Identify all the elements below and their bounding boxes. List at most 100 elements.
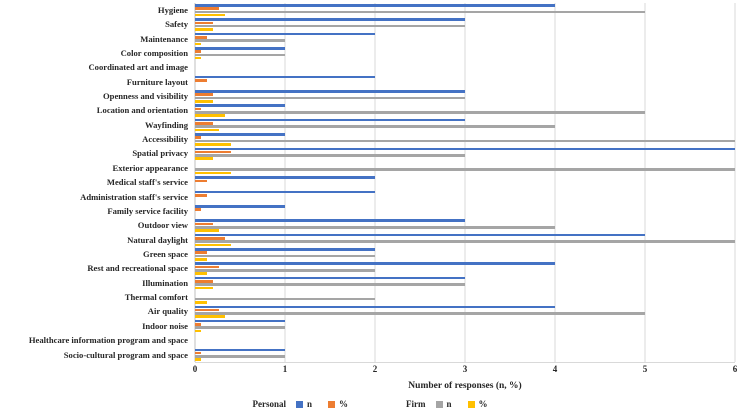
bar-group xyxy=(195,290,735,304)
bar-firm-n xyxy=(195,53,285,57)
bar-personal-n xyxy=(195,18,465,21)
bar-personal-n xyxy=(195,262,555,266)
chart-row: Furniture layout xyxy=(0,75,735,89)
x-tick-label: 4 xyxy=(552,364,558,374)
bar-personal-n xyxy=(195,319,285,323)
bar-firm-pct xyxy=(195,229,220,232)
bar-personal-n xyxy=(195,204,285,208)
bar-firm-pct xyxy=(195,99,213,103)
chart-row: Location and orientation xyxy=(0,104,735,118)
bar-personal-pct xyxy=(195,265,220,269)
bar-firm-pct xyxy=(195,128,220,132)
legend-item-label: % xyxy=(339,399,348,409)
category-label: Green space xyxy=(143,248,188,259)
bar-personal-pct xyxy=(195,35,207,39)
bar-firm-pct xyxy=(195,243,231,247)
category-label: Color composition xyxy=(120,47,188,58)
x-tick-label: 0 xyxy=(192,364,198,374)
bar-personal-n xyxy=(195,75,375,79)
bar-personal-n xyxy=(195,147,735,151)
category-label: Natural daylight xyxy=(127,234,188,245)
chart-row: Natural daylight xyxy=(0,233,735,247)
legend-swatch xyxy=(328,400,335,408)
gridline xyxy=(374,3,376,362)
bar-firm-n xyxy=(195,125,555,128)
category-label: Maintenance xyxy=(140,33,188,44)
x-tick-label: 3 xyxy=(462,364,468,374)
bar-firm-n xyxy=(195,283,465,286)
category-label: Outdoor view xyxy=(137,220,188,231)
bar-group xyxy=(195,46,735,60)
bar-group xyxy=(195,32,735,46)
bar-group xyxy=(195,218,735,232)
category-label: Location and orientation xyxy=(96,105,188,116)
bar-personal-n xyxy=(195,133,285,136)
legend-item: n xyxy=(295,399,312,409)
bar-personal-n xyxy=(195,305,555,309)
category-label: Safety xyxy=(165,19,188,30)
bar-group xyxy=(195,147,735,161)
chart-row: Illumination xyxy=(0,276,735,290)
chart-row: Thermal comfort xyxy=(0,290,735,304)
category-label: Healthcare information program and space xyxy=(28,335,188,346)
bar-group xyxy=(195,104,735,118)
bar-firm-pct xyxy=(195,286,213,290)
bar-firm-pct xyxy=(195,272,207,275)
gridline xyxy=(284,3,286,362)
legend: Personal n% Firm n% xyxy=(0,399,740,409)
category-label: Furniture layout xyxy=(126,76,188,87)
bar-personal-pct xyxy=(195,308,220,312)
bar-firm-n xyxy=(195,39,285,42)
bar-firm-n xyxy=(195,139,735,143)
legend-swatch xyxy=(467,400,475,408)
x-tick-label: 2 xyxy=(372,364,378,374)
bar-personal-pct xyxy=(195,50,202,53)
category-label: Hygiene xyxy=(157,4,188,15)
gridline xyxy=(644,3,646,362)
x-tick-label: 1 xyxy=(282,364,288,374)
chart-row: Family service facility xyxy=(0,204,735,218)
legend-item: % xyxy=(467,399,488,409)
category-label: Coordinated art and image xyxy=(88,62,188,73)
bar-firm-n xyxy=(195,297,375,301)
bar-personal-n xyxy=(195,118,465,122)
bar-personal-n xyxy=(195,190,375,194)
bar-firm-pct xyxy=(195,171,231,175)
x-tick-label: 6 xyxy=(732,364,738,374)
bar-personal-n xyxy=(195,32,375,36)
bar-personal-pct xyxy=(195,251,207,254)
gridlines xyxy=(194,3,736,363)
bar-firm-n xyxy=(195,96,465,100)
chart-row: Outdoor view xyxy=(0,218,735,232)
legend-group-label: Firm xyxy=(406,399,426,409)
bar-personal-pct xyxy=(195,107,202,111)
bar-group xyxy=(195,348,735,362)
bar-personal-pct xyxy=(195,208,202,211)
bar-group xyxy=(195,204,735,218)
chart-row: Color composition xyxy=(0,46,735,60)
bar-firm-n xyxy=(195,168,735,172)
bar-group xyxy=(195,233,735,247)
category-label: Rest and recreational space xyxy=(87,263,188,274)
chart-row: Openness and visibility xyxy=(0,89,735,103)
bar-group xyxy=(195,118,735,132)
bar-personal-pct xyxy=(195,179,207,183)
legend-item-label: n xyxy=(446,399,452,409)
bar-personal-n xyxy=(195,276,465,280)
bar-firm-pct xyxy=(195,42,202,46)
category-label: Medical staff's service xyxy=(106,177,188,188)
bar-personal-pct xyxy=(195,351,202,355)
bar-firm-n xyxy=(195,254,375,258)
chart-row: Administration staff's service xyxy=(0,190,735,204)
bar-group xyxy=(195,75,735,89)
bar-firm-pct xyxy=(195,300,207,304)
bar-firm-n xyxy=(195,326,285,330)
bar-group xyxy=(195,305,735,319)
bar-firm-pct xyxy=(195,257,207,261)
legend-group-label: Personal xyxy=(252,399,286,409)
bar-firm-n xyxy=(195,268,375,272)
chart-row: Maintenance xyxy=(0,32,735,46)
bar-firm-pct xyxy=(195,315,225,318)
category-label: Illumination xyxy=(142,277,188,288)
x-axis-title: Number of responses (n, %) xyxy=(408,381,522,391)
